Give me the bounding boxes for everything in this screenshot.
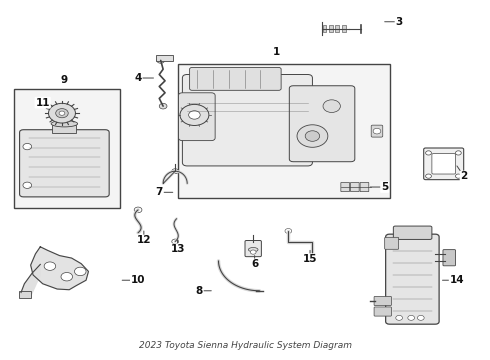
- Bar: [177, 64, 390, 198]
- Bar: [329, 25, 333, 32]
- Circle shape: [180, 104, 209, 126]
- Circle shape: [396, 315, 402, 320]
- FancyBboxPatch shape: [374, 296, 392, 306]
- FancyBboxPatch shape: [386, 234, 439, 324]
- Circle shape: [250, 250, 256, 254]
- Circle shape: [456, 151, 461, 155]
- Circle shape: [408, 315, 415, 320]
- FancyBboxPatch shape: [350, 183, 359, 192]
- Ellipse shape: [248, 248, 258, 252]
- Polygon shape: [31, 247, 89, 290]
- FancyBboxPatch shape: [432, 154, 456, 174]
- Circle shape: [157, 58, 165, 63]
- FancyBboxPatch shape: [190, 67, 281, 90]
- Text: 15: 15: [303, 254, 318, 264]
- Text: 8: 8: [196, 286, 203, 296]
- Text: 12: 12: [137, 235, 151, 246]
- Text: 14: 14: [450, 275, 464, 285]
- FancyBboxPatch shape: [20, 130, 109, 197]
- FancyBboxPatch shape: [371, 125, 383, 137]
- Circle shape: [172, 239, 178, 244]
- Circle shape: [23, 143, 32, 150]
- Circle shape: [23, 182, 32, 188]
- Text: 9: 9: [61, 75, 68, 85]
- Circle shape: [323, 100, 341, 112]
- Bar: [342, 25, 345, 32]
- Bar: [52, 126, 76, 132]
- Bar: [322, 25, 326, 32]
- Circle shape: [456, 174, 461, 178]
- Circle shape: [74, 267, 86, 276]
- FancyBboxPatch shape: [374, 307, 392, 316]
- Bar: [14, 89, 120, 208]
- Circle shape: [49, 103, 75, 123]
- Circle shape: [297, 125, 328, 147]
- Ellipse shape: [51, 121, 77, 127]
- Circle shape: [305, 131, 319, 141]
- FancyBboxPatch shape: [178, 93, 215, 141]
- Text: 2023 Toyota Sienna Hydraulic System Diagram: 2023 Toyota Sienna Hydraulic System Diag…: [139, 341, 351, 350]
- FancyBboxPatch shape: [360, 183, 369, 192]
- Text: 13: 13: [171, 244, 185, 254]
- Circle shape: [61, 273, 73, 281]
- Text: 7: 7: [156, 187, 163, 197]
- Circle shape: [373, 128, 381, 134]
- Circle shape: [309, 253, 316, 258]
- Bar: [19, 292, 31, 298]
- FancyBboxPatch shape: [393, 226, 432, 239]
- FancyBboxPatch shape: [443, 249, 456, 266]
- Bar: [156, 55, 173, 61]
- Circle shape: [189, 111, 200, 119]
- FancyBboxPatch shape: [341, 183, 349, 192]
- FancyBboxPatch shape: [245, 240, 261, 257]
- Circle shape: [426, 151, 431, 155]
- Text: 1: 1: [272, 47, 280, 57]
- Text: 10: 10: [131, 275, 146, 285]
- FancyBboxPatch shape: [424, 148, 464, 180]
- Circle shape: [159, 103, 167, 109]
- Circle shape: [426, 174, 431, 178]
- FancyBboxPatch shape: [182, 75, 313, 166]
- Circle shape: [134, 207, 142, 213]
- Circle shape: [285, 229, 292, 233]
- Text: 3: 3: [395, 17, 403, 27]
- Circle shape: [417, 315, 424, 320]
- Circle shape: [59, 111, 65, 115]
- Text: 6: 6: [251, 260, 258, 269]
- Circle shape: [56, 109, 68, 118]
- Polygon shape: [21, 264, 40, 296]
- FancyBboxPatch shape: [289, 86, 355, 162]
- Bar: [335, 25, 339, 32]
- Text: 2: 2: [461, 171, 468, 181]
- Circle shape: [172, 169, 178, 174]
- FancyBboxPatch shape: [385, 237, 399, 249]
- Text: 11: 11: [35, 98, 50, 108]
- Circle shape: [44, 262, 56, 270]
- Text: 5: 5: [381, 182, 388, 192]
- Text: 4: 4: [134, 73, 142, 83]
